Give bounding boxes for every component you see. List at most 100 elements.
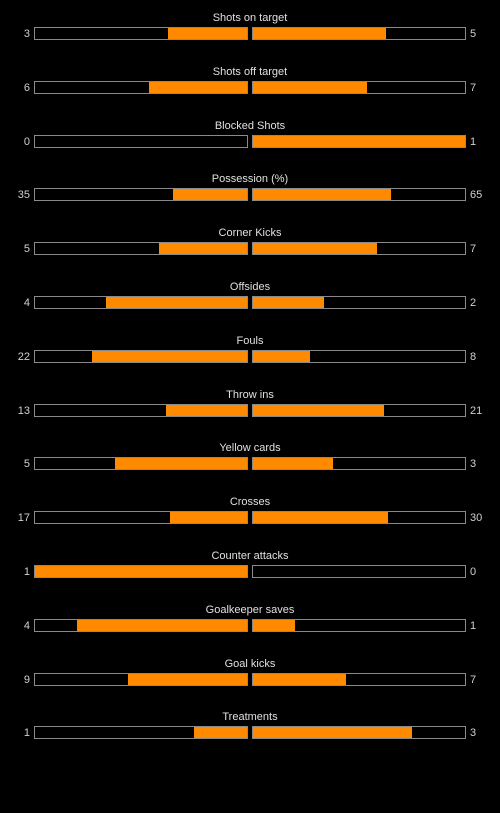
away-value: 65	[470, 189, 483, 202]
away-bar	[252, 403, 466, 417]
home-value: 17	[17, 512, 30, 525]
home-bar-fill	[158, 243, 247, 255]
home-bar	[34, 511, 248, 525]
home-bar	[34, 188, 248, 202]
away-bar-fill	[253, 28, 386, 39]
home-value: 13	[17, 404, 30, 417]
away-value: 8	[470, 350, 477, 363]
home-value: 3	[23, 28, 30, 40]
away-value: 21	[470, 404, 483, 417]
away-bar	[252, 511, 466, 525]
home-value: 6	[23, 81, 30, 94]
stat-label: Shots on target	[212, 12, 288, 24]
home-value: 4	[23, 619, 30, 632]
away-bar-fill	[253, 243, 377, 255]
away-bar	[252, 349, 466, 363]
home-bar-fill	[35, 565, 247, 577]
home-bar-fill	[194, 727, 247, 739]
away-bar	[252, 27, 466, 40]
away-bar-fill	[253, 189, 391, 201]
stat-label: Shots off target	[212, 65, 288, 78]
stat-label: Treatments	[222, 711, 278, 724]
away-bar-fill	[253, 135, 465, 147]
away-value: 2	[470, 296, 477, 309]
away-bar-fill	[253, 619, 296, 631]
stat-label: Possession (%)	[211, 173, 289, 186]
stat-label: Crosses	[229, 496, 271, 509]
match-stats-list: Shots on target 3 5 Shots off target 6 7 Block…	[0, 12, 500, 740]
away-value: 5	[470, 28, 477, 40]
home-bar-fill	[170, 512, 247, 524]
home-value: 9	[23, 673, 30, 686]
home-bar	[34, 134, 248, 148]
home-bar	[34, 403, 248, 417]
stat-row-crosses: Crosses 17 30	[0, 495, 500, 549]
home-bar-fill	[167, 28, 247, 39]
home-bar	[34, 726, 248, 740]
home-value: 35	[17, 189, 30, 202]
away-bar	[252, 242, 466, 256]
stat-row-possession: Possession (%) 35 65	[0, 172, 500, 226]
home-bar-fill	[77, 619, 247, 631]
stat-label: Goalkeeper saves	[205, 603, 295, 616]
stat-label: Throw ins	[226, 388, 274, 401]
stat-row-offsides: Offsides 4 2	[0, 280, 500, 334]
home-bar	[34, 672, 248, 686]
away-value: 7	[470, 673, 477, 686]
away-bar	[252, 188, 466, 202]
stat-row-throw-ins: Throw ins 13 21	[0, 388, 500, 442]
away-bar-fill	[253, 296, 324, 308]
away-bar-fill	[253, 512, 389, 524]
home-value: 5	[23, 458, 30, 471]
home-bar	[34, 564, 248, 578]
home-value: 1	[23, 565, 30, 578]
away-value: 7	[470, 243, 477, 256]
stat-label: Goal kicks	[224, 657, 276, 670]
away-bar-fill	[253, 727, 412, 739]
away-bar	[252, 618, 466, 632]
away-bar	[252, 457, 466, 471]
home-bar-fill	[114, 458, 247, 470]
home-bar	[34, 27, 248, 40]
home-bar-fill	[105, 296, 247, 308]
away-bar	[252, 80, 466, 94]
stat-label: Counter attacks	[211, 549, 289, 562]
home-value: 5	[23, 243, 30, 256]
home-bar	[34, 349, 248, 363]
home-bar	[34, 457, 248, 471]
home-value: 0	[23, 135, 30, 148]
stat-label: Blocked Shots	[214, 119, 286, 132]
away-bar-fill	[253, 350, 310, 362]
home-bar-fill	[165, 404, 247, 416]
stat-label: Fouls	[236, 334, 264, 347]
away-bar	[252, 672, 466, 686]
stat-row-fouls: Fouls 22 8	[0, 334, 500, 388]
stat-label: Yellow cards	[219, 442, 281, 455]
home-bar	[34, 242, 248, 256]
away-value: 1	[470, 135, 477, 148]
away-value: 1	[470, 619, 477, 632]
away-value: 30	[470, 512, 483, 525]
away-bar-fill	[253, 458, 333, 470]
stat-row-yellow-cards: Yellow cards 5 3	[0, 441, 500, 495]
away-bar	[252, 295, 466, 309]
away-bar-fill	[253, 404, 384, 416]
away-value: 7	[470, 81, 477, 94]
home-bar	[34, 618, 248, 632]
home-bar	[34, 295, 248, 309]
home-bar-fill	[127, 673, 247, 685]
home-value: 1	[23, 727, 30, 740]
stat-row-blocked-shots: Blocked Shots 0 1	[0, 119, 500, 173]
home-bar-fill	[91, 350, 247, 362]
away-bar	[252, 564, 466, 578]
stat-label: Corner Kicks	[218, 227, 282, 240]
stat-row-counter-attacks: Counter attacks 1 0	[0, 549, 500, 603]
away-value: 3	[470, 727, 477, 740]
away-value: 0	[470, 565, 477, 578]
stat-label: Offsides	[229, 280, 271, 293]
home-value: 22	[17, 350, 30, 363]
home-bar-fill	[172, 189, 247, 201]
away-bar	[252, 134, 466, 148]
stat-row-corner-kicks: Corner Kicks 5 7	[0, 226, 500, 280]
away-bar-fill	[253, 81, 368, 93]
